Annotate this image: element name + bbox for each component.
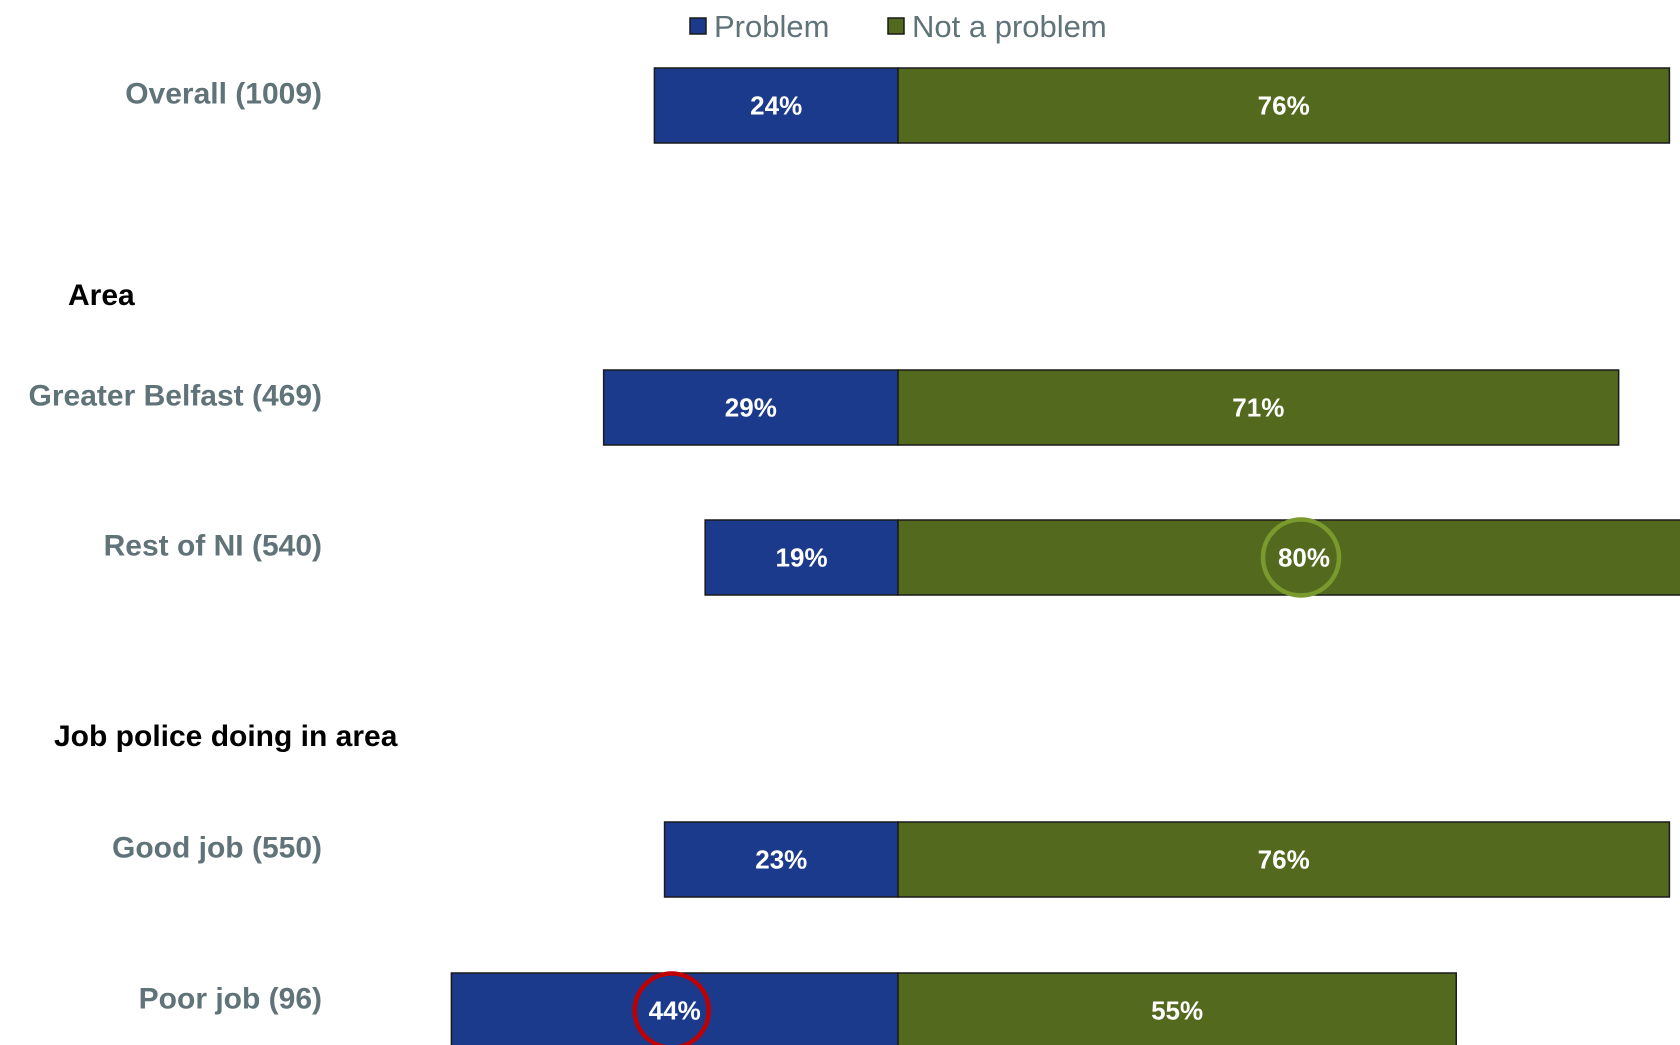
bar-label-not-problem-good-job-550: 76% — [1258, 845, 1310, 875]
bar-problem-overall-1009 — [653, 67, 899, 144]
highlight-circle-poor-job-96 — [632, 971, 711, 1045]
category-label-greater-belfast-469: Greater Belfast (469) — [29, 380, 322, 413]
chart-legend: Problem Not a problem — [689, 9, 1107, 44]
legend-swatch-not-a-problem — [887, 17, 905, 35]
bar-label-not-problem-poor-job-96: 55% — [1151, 996, 1203, 1026]
bar-not-problem-rest-of-ni-540 — [897, 519, 1680, 596]
category-label-rest-of-ni-540: Rest of NI (540) — [104, 530, 322, 563]
bar-problem-poor-job-96 — [450, 972, 899, 1045]
bar-label-not-problem-rest-of-ni-540: 80% — [1278, 543, 1330, 573]
legend-label-not-a-problem: Not a problem — [912, 9, 1107, 44]
bar-not-problem-greater-belfast-469 — [897, 369, 1620, 446]
bar-label-problem-poor-job-96: 44% — [649, 996, 701, 1026]
bar-label-problem-rest-of-ni-540: 19% — [776, 543, 828, 573]
bar-not-problem-poor-job-96 — [897, 972, 1457, 1045]
bar-label-not-problem-overall-1009: 76% — [1258, 91, 1310, 121]
bar-label-problem-overall-1009: 24% — [750, 91, 802, 121]
section-heading-job-police-doing-in-area: Job police doing in area — [54, 720, 398, 753]
legend-label-problem: Problem — [714, 9, 829, 44]
category-label-poor-job-96: Poor job (96) — [139, 983, 322, 1016]
bar-problem-rest-of-ni-540 — [704, 519, 899, 596]
section-heading-area: Area — [68, 279, 135, 312]
category-label-overall-1009: Overall (1009) — [125, 78, 322, 111]
legend-swatch-problem — [689, 17, 707, 35]
bar-not-problem-good-job-550 — [897, 821, 1671, 898]
bar-not-problem-overall-1009 — [897, 67, 1671, 144]
bar-problem-greater-belfast-469 — [602, 369, 899, 446]
bar-label-not-problem-greater-belfast-469: 71% — [1232, 393, 1284, 423]
category-label-good-job-550: Good job (550) — [112, 832, 322, 865]
chart-bars: Overall (1009) 24% 76% Area Greater Belfast … — [29, 67, 1680, 1045]
highlight-circle-rest-of-ni-540 — [1260, 517, 1342, 598]
bar-label-problem-good-job-550: 23% — [755, 845, 807, 875]
bar-label-problem-greater-belfast-469: 29% — [725, 393, 777, 423]
